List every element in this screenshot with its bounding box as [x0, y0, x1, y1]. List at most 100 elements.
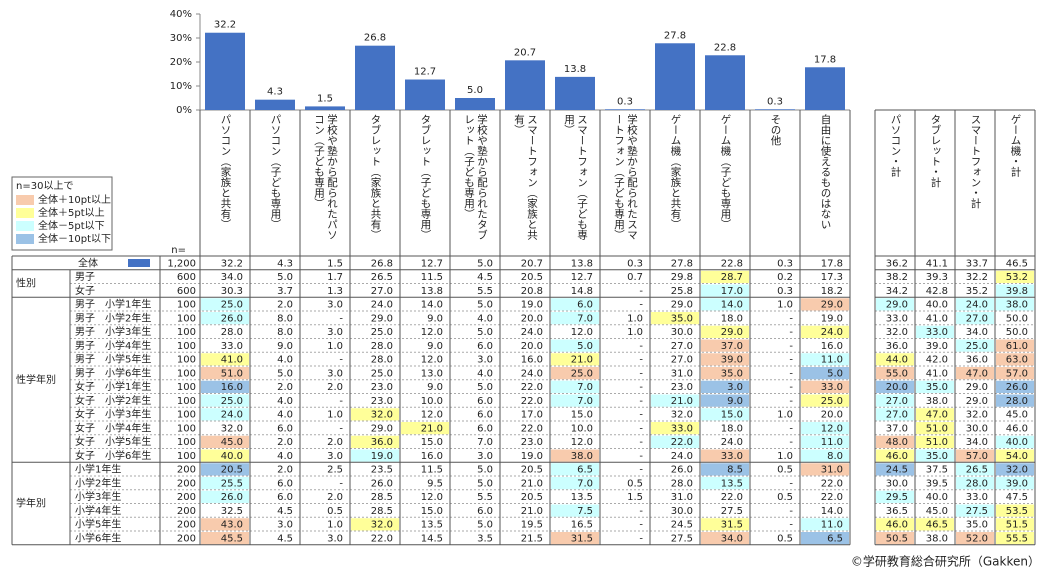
value-label: 26.8 — [364, 33, 386, 44]
cell-highlight — [996, 394, 1034, 407]
row-label: 男子 — [75, 271, 95, 283]
row-label: 男子 小学2年生 — [75, 311, 151, 324]
cell-highlight — [701, 408, 749, 421]
table-cell: 25.0 — [821, 396, 843, 407]
cell-highlight — [201, 532, 249, 545]
cell-highlight — [701, 380, 749, 393]
cell-highlight — [201, 408, 249, 421]
cell-highlight — [916, 380, 954, 393]
table-cell: 42.0 — [926, 355, 948, 366]
table-cell: 22.0 — [521, 396, 543, 407]
table-cell: 12.7 — [421, 258, 443, 269]
table-cell: 8.0 — [277, 327, 293, 338]
column-header: パソコン（家族と共有） — [200, 114, 250, 250]
table-cell: 32.2 — [221, 258, 243, 269]
table-cell: 5.0 — [577, 341, 593, 352]
value-label: 1.5 — [317, 93, 333, 104]
row-n: 100 — [177, 382, 196, 393]
table-cell: 27.8 — [671, 258, 693, 269]
legend-title: n=30以上で — [16, 180, 73, 192]
cell-highlight — [916, 325, 954, 338]
table-cell: 23.0 — [371, 396, 393, 407]
table-cell: 50.0 — [1006, 313, 1028, 324]
table-cell: - — [639, 423, 643, 434]
legend-swatch — [16, 208, 34, 218]
table-cell: 41.0 — [926, 313, 948, 324]
table-cell: 12.0 — [821, 423, 843, 434]
table-cell: 33.0 — [671, 423, 693, 434]
table-cell: 9.5 — [427, 478, 443, 489]
table-cell: 25.5 — [221, 478, 243, 489]
cell-highlight — [351, 408, 399, 421]
table-cell: 25.0 — [966, 341, 988, 352]
table-cell: 38.0 — [926, 396, 948, 407]
table-cell: 4.0 — [277, 355, 293, 366]
cell-highlight — [201, 394, 249, 407]
table-cell: 15.0 — [721, 410, 743, 421]
column-header-text: スマートフォン（子ども専用） — [563, 114, 588, 240]
table-cell: 6.0 — [277, 423, 293, 434]
table-cell: 4.5 — [277, 506, 293, 517]
table-cell: 3.0 — [327, 327, 343, 338]
table-cell: 20.0 — [521, 341, 543, 352]
row-n: 200 — [177, 465, 196, 476]
row-label: 女子 小学3年生 — [75, 408, 151, 421]
legend-label: 全体＋10pt以上 — [38, 193, 111, 206]
table-cell: 2.0 — [327, 437, 343, 448]
table-cell: 0.3 — [777, 286, 793, 297]
row-label: 男子 小学1年生 — [75, 298, 151, 311]
row-label: 小学6年生 — [75, 531, 121, 544]
column-header: その他 — [750, 114, 800, 250]
bar — [805, 67, 845, 110]
row-n: 1,200 — [167, 258, 196, 269]
table-cell: 5.0 — [477, 382, 493, 393]
table-cell: 3.0 — [327, 368, 343, 379]
table-cell: 5.5 — [477, 492, 493, 503]
table-cell: 1.0 — [327, 410, 343, 421]
cell-highlight — [876, 463, 914, 476]
table-cell: 46.5 — [1006, 258, 1028, 269]
table-cell: 63.0 — [1006, 355, 1028, 366]
cell-highlight — [996, 270, 1034, 283]
table-cell: 22.0 — [521, 382, 543, 393]
table-cell: 50.0 — [1006, 327, 1028, 338]
value-label: 17.8 — [814, 54, 836, 65]
table-cell: - — [339, 478, 343, 489]
row-label: 小学4年生 — [75, 504, 121, 517]
column-header: パソコン・計 — [875, 114, 915, 250]
table-cell: - — [639, 437, 643, 448]
column-header-text: 学校や塾から配られたパソコン（子ども専用） — [313, 114, 338, 240]
row-n: 200 — [177, 520, 196, 531]
row-n: 200 — [177, 478, 196, 489]
cell-highlight — [876, 490, 914, 503]
table-cell: 41.1 — [926, 258, 948, 269]
column-header-text: 学校や塾から配られたタブレット（子ども専用） — [463, 114, 488, 240]
table-cell: 30.3 — [221, 286, 243, 297]
table-cell: - — [639, 300, 643, 311]
cell-highlight — [651, 422, 699, 435]
cell-highlight — [956, 312, 994, 325]
cell-highlight — [956, 463, 994, 476]
table-cell: 17.8 — [821, 258, 843, 269]
table-cell: 22.0 — [521, 423, 543, 434]
table-cell: 52.0 — [966, 533, 988, 544]
table-cell: 33.0 — [221, 341, 243, 352]
column-header-text: 自由に使えるものはない — [819, 114, 832, 230]
row-n: 600 — [177, 272, 196, 283]
cell-highlight — [201, 477, 249, 490]
table-cell: 45.0 — [221, 437, 243, 448]
row-label: 女子 小学5年生 — [75, 435, 151, 448]
table-cell: 18.0 — [721, 313, 743, 324]
table-cell: 19.5 — [521, 520, 543, 531]
table-cell: 34.0 — [721, 533, 743, 544]
table-cell: 14.0 — [721, 300, 743, 311]
table-cell: 16.0 — [221, 382, 243, 393]
column-header: スマートフォン（家族と共有） — [500, 114, 550, 250]
column-header-text: タブレット・計 — [929, 114, 942, 188]
table-cell: 29.0 — [371, 313, 393, 324]
table-cell: 29.0 — [671, 300, 693, 311]
column-header-text: スマートフォン（家族と共有） — [513, 114, 538, 240]
table-cell: 2.0 — [277, 437, 293, 448]
table-cell: 36.0 — [886, 341, 908, 352]
row-n: 100 — [177, 423, 196, 434]
